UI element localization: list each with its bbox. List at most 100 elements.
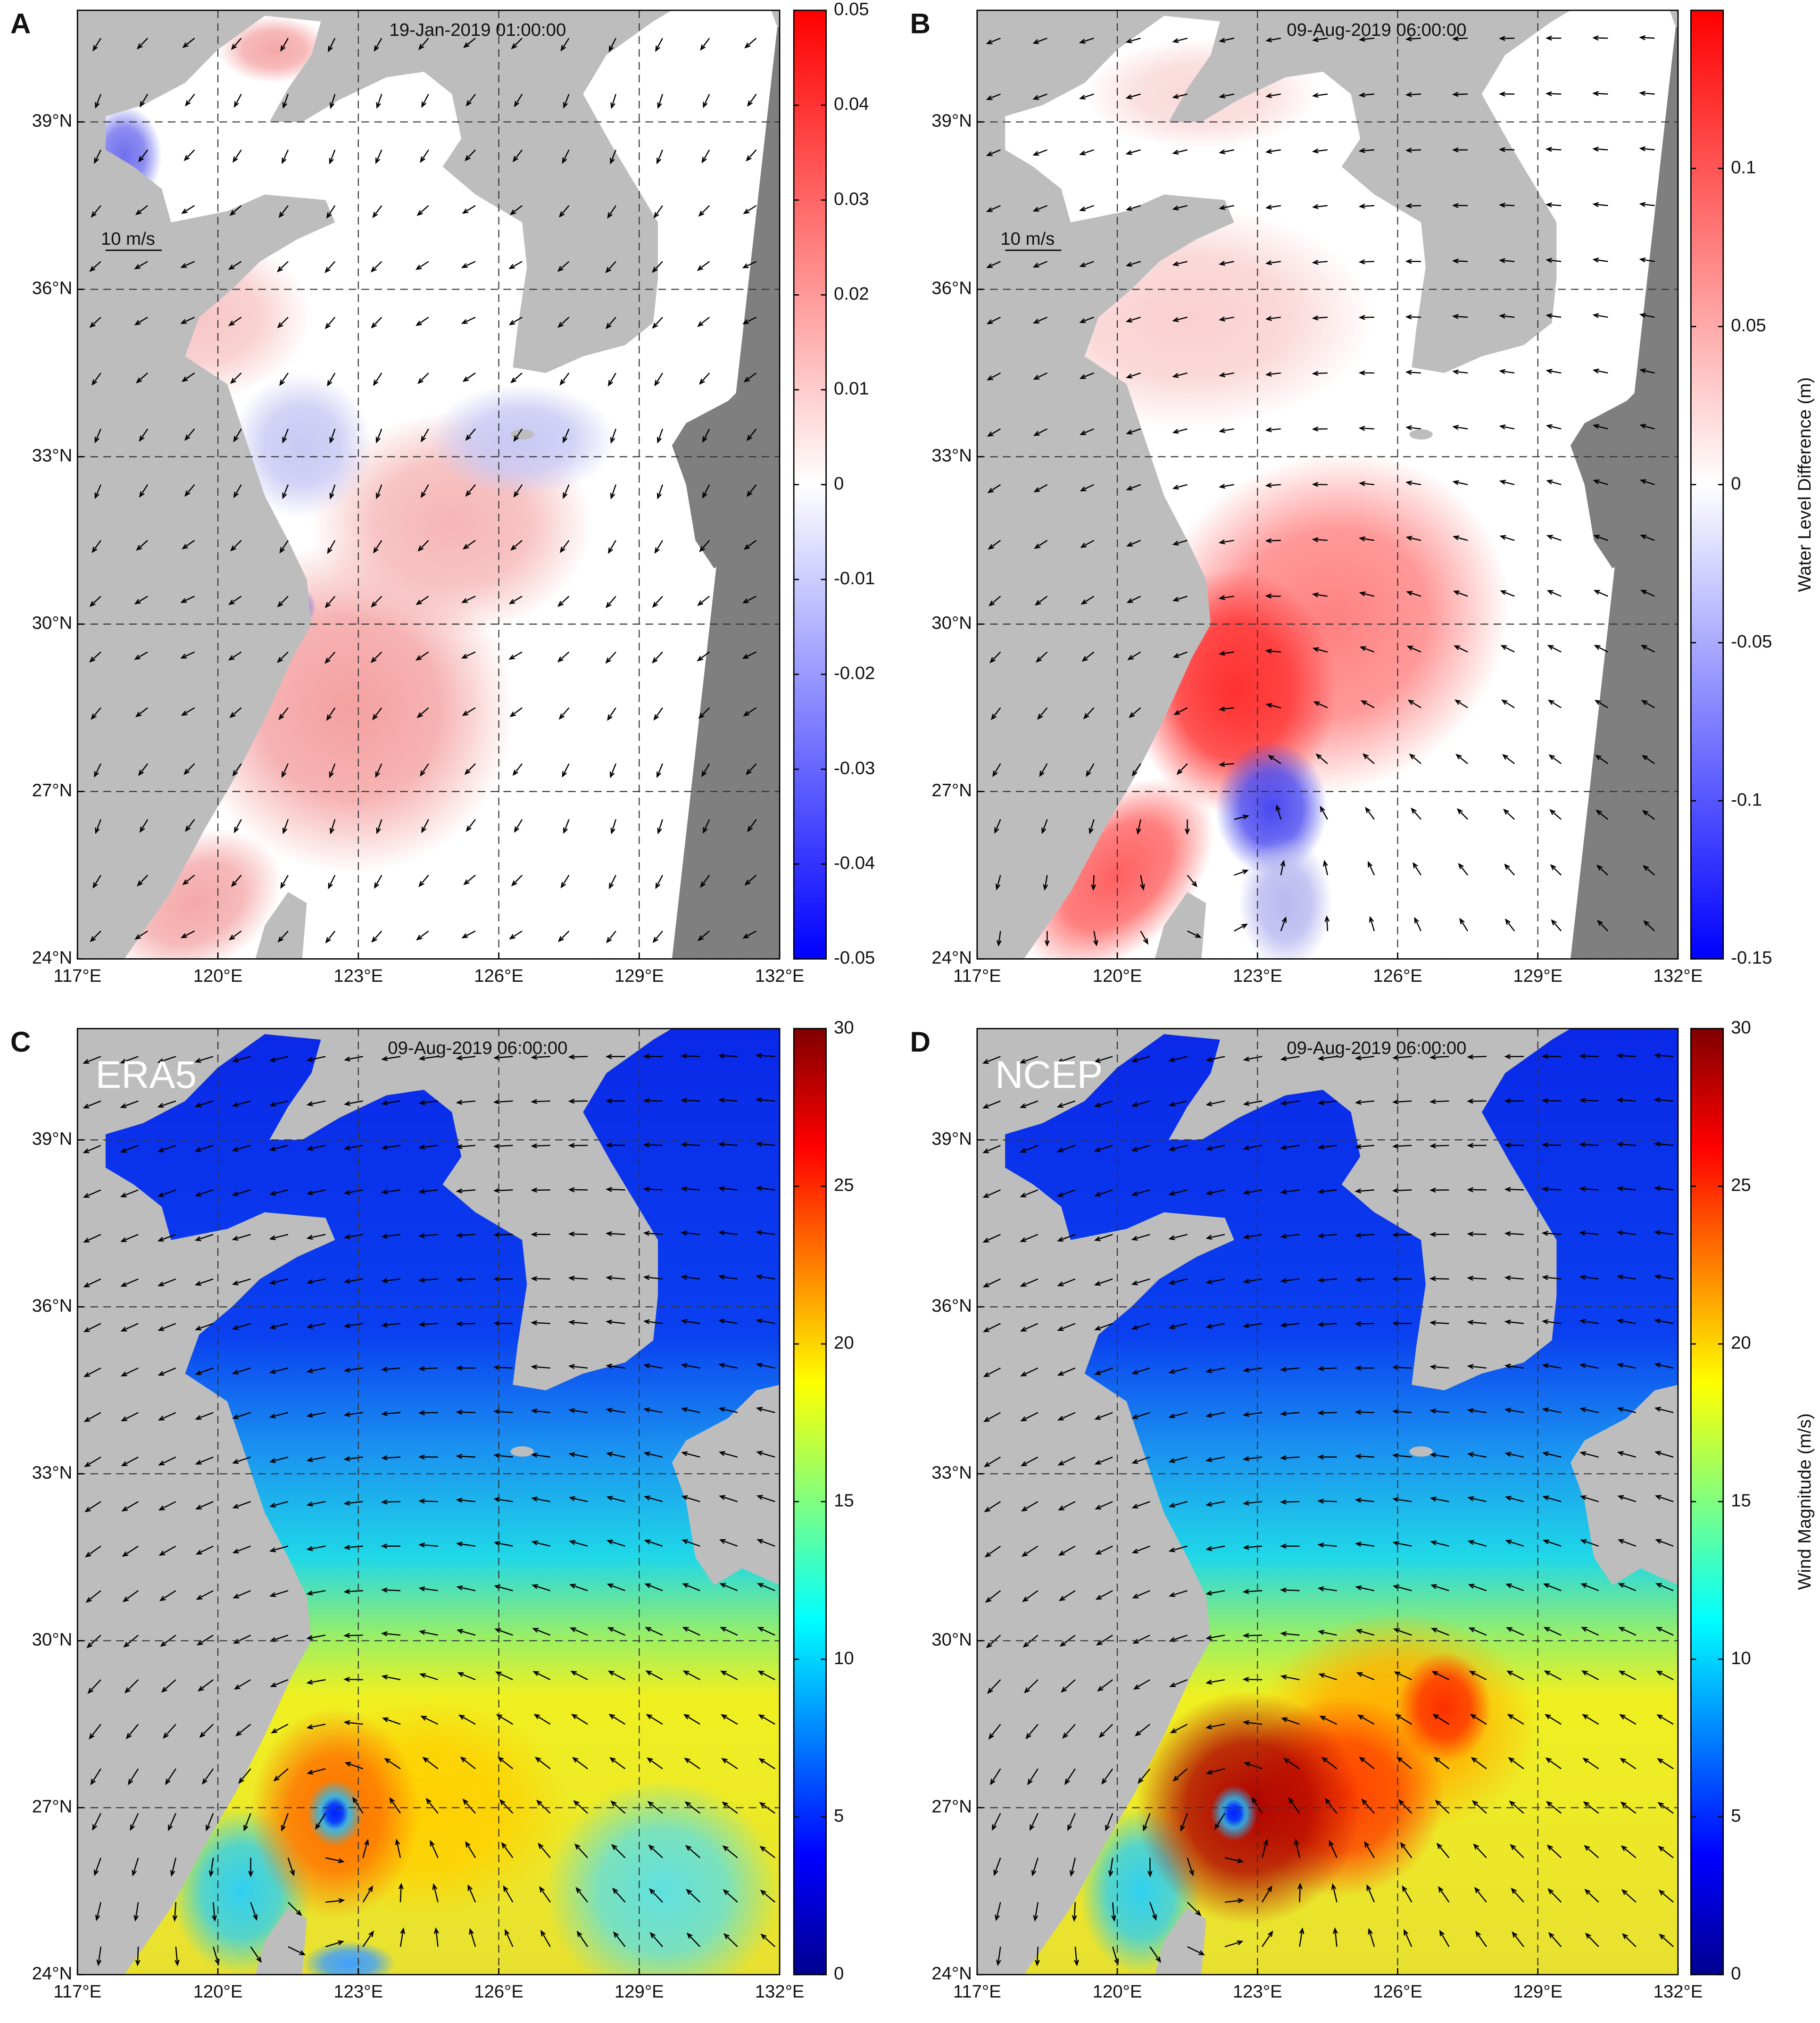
wind-arrow — [248, 1857, 254, 1878]
wind-arrow — [185, 819, 195, 832]
wind-arrow — [1281, 1717, 1300, 1725]
land-taiwan — [255, 892, 307, 959]
wind-arrow — [325, 930, 336, 944]
wind-arrow — [607, 540, 616, 554]
wind-arrow — [756, 1318, 775, 1324]
wind-arrow — [229, 205, 242, 216]
wind-arrow — [1431, 1671, 1449, 1681]
wind-arrow — [1405, 148, 1421, 153]
wind-arrow — [643, 1451, 663, 1458]
wind-arrow — [1405, 36, 1421, 41]
wind-arrow — [416, 707, 429, 719]
colorbar-tick-label: 0 — [1731, 473, 1741, 494]
wind-arrow — [1541, 1231, 1562, 1236]
wind-arrow — [1020, 1189, 1039, 1198]
wind-arrow — [374, 38, 382, 52]
wind-arrow — [1243, 1323, 1263, 1328]
wind-arrow — [269, 1189, 289, 1196]
wind-arrow — [681, 1098, 700, 1103]
wind-arrow — [1243, 1367, 1263, 1373]
wind-arrow — [269, 1590, 289, 1597]
wind-arrow — [1392, 1188, 1412, 1193]
wind-arrow — [1169, 1634, 1188, 1642]
wind-arrow — [681, 1539, 700, 1547]
wind-arrow — [982, 1234, 1001, 1243]
wind-arrow — [1541, 1053, 1562, 1059]
wind-arrow — [1405, 314, 1421, 320]
wind-arrow — [462, 539, 476, 550]
wind-arrow — [136, 539, 148, 551]
wind-arrow — [1654, 1318, 1674, 1324]
wind-arrow — [1331, 1883, 1338, 1903]
wind-arrow — [1168, 1189, 1188, 1196]
colorbar-tick-label: 0.05 — [1731, 315, 1766, 336]
wind-arrow — [1131, 1412, 1150, 1419]
wind-arrow — [233, 93, 242, 108]
wind-arrow — [1243, 1234, 1263, 1240]
wind-arrow — [287, 1857, 295, 1877]
wind-arrow — [343, 1278, 363, 1284]
wind-arrow — [720, 1670, 738, 1681]
wind-arrow — [1579, 1186, 1599, 1192]
wind-arrow — [135, 1947, 141, 1966]
wind-arrow — [343, 1589, 363, 1594]
wind-arrow — [719, 1495, 738, 1502]
wind-arrow — [1406, 591, 1421, 597]
wind-arrow — [760, 1890, 776, 1903]
wind-arrow — [1205, 1768, 1225, 1775]
wind-arrow — [1355, 1629, 1375, 1636]
wind-arrow — [1547, 645, 1562, 653]
land-jeju — [510, 1446, 534, 1457]
wind-arrow — [1317, 1498, 1337, 1504]
wind-arrow — [985, 1590, 1001, 1603]
wind-arrow — [655, 38, 663, 52]
y-tick-label: 36°N — [931, 278, 972, 298]
wind-arrow — [1265, 204, 1281, 210]
map-panel — [977, 1028, 1678, 1975]
wind-arrow — [1172, 651, 1188, 658]
wind-arrow — [306, 1056, 326, 1062]
wind-arrow — [306, 1278, 326, 1285]
wind-arrow — [1058, 1590, 1076, 1601]
wind-arrow — [657, 819, 664, 835]
wind-arrow — [1542, 1363, 1562, 1369]
wind-arrow — [531, 1187, 550, 1193]
wind-arrow — [233, 1590, 251, 1599]
wind-arrow — [343, 1367, 363, 1373]
wind-arrow — [343, 1189, 363, 1195]
wind-arrow — [1280, 1189, 1300, 1194]
wind-arrow — [91, 707, 101, 720]
wind-arrow — [756, 1186, 775, 1191]
wind-arrow — [175, 1947, 180, 1966]
wind-arrow — [1321, 1757, 1338, 1769]
wind-arrow — [1505, 1627, 1524, 1636]
wind-arrow — [643, 1363, 663, 1369]
wind-arrow — [282, 94, 289, 109]
wind-arrow — [1405, 258, 1421, 264]
wind-arrow — [232, 1456, 251, 1464]
wind-arrow — [1360, 700, 1375, 708]
wind-arrow — [1283, 1758, 1300, 1769]
wind-arrow — [1458, 862, 1469, 876]
wind-arrow — [1187, 875, 1197, 887]
wind-arrow — [1358, 315, 1374, 320]
wind-arrow — [1111, 1902, 1116, 1922]
wind-arrow — [1366, 1884, 1375, 1903]
wind-arrow — [569, 1627, 588, 1636]
wind-arrow — [719, 1583, 738, 1592]
wind-arrow — [723, 1933, 738, 1948]
wind-arrow — [1500, 645, 1515, 653]
wind-arrow — [89, 651, 101, 663]
wind-arrow — [1317, 1322, 1337, 1327]
wind-arrow — [1639, 91, 1655, 96]
wind-arrow — [1094, 1234, 1113, 1242]
wind-arrow — [89, 316, 101, 328]
wind-arrow — [1407, 699, 1421, 708]
wind-arrow — [135, 707, 148, 718]
wind-arrow — [1129, 707, 1141, 718]
wind-arrow — [163, 1724, 176, 1739]
wind-arrow — [389, 1797, 401, 1814]
wind-arrow — [563, 428, 570, 444]
wind-arrow — [654, 373, 663, 387]
wind-arrow — [1453, 535, 1468, 541]
